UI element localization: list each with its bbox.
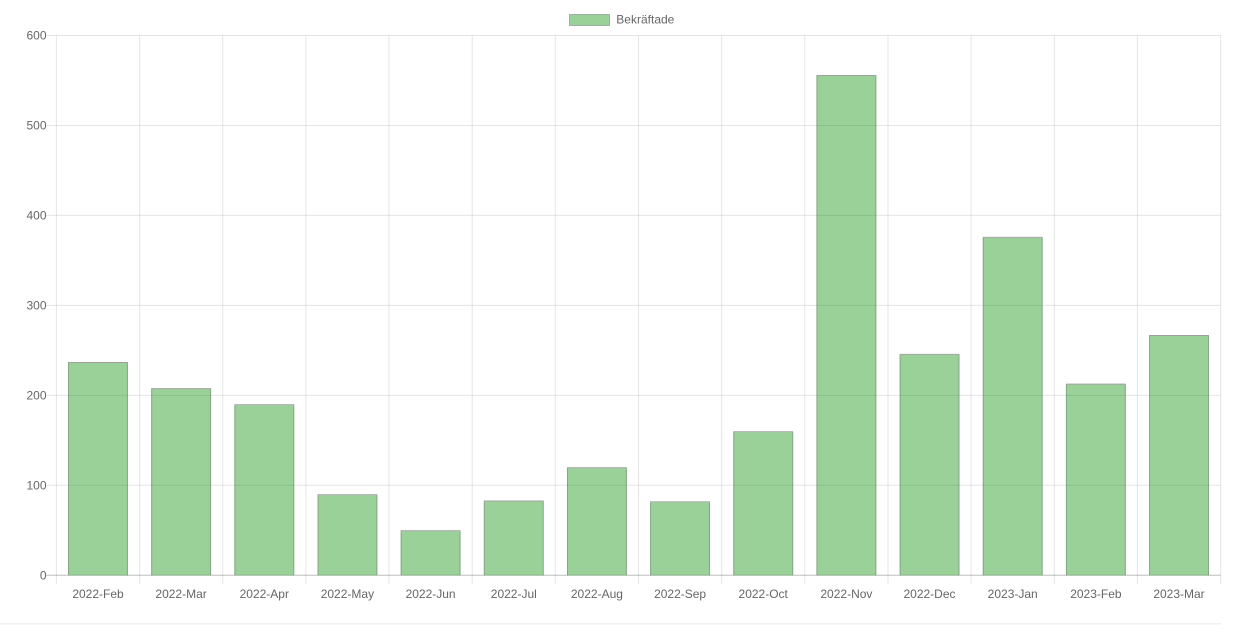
svg-text:2022-Apr: 2022-Apr	[240, 587, 289, 601]
svg-text:2022-Jul: 2022-Jul	[491, 587, 537, 601]
svg-text:2022-Dec: 2022-Dec	[903, 587, 955, 601]
svg-text:2022-Feb: 2022-Feb	[72, 587, 124, 601]
svg-text:2023-Mar: 2023-Mar	[1153, 587, 1204, 601]
svg-text:Bekräftade: Bekräftade	[616, 13, 674, 27]
svg-text:2022-Jun: 2022-Jun	[406, 587, 456, 601]
svg-text:400: 400	[26, 209, 46, 223]
svg-text:2023-Jan: 2023-Jan	[988, 587, 1038, 601]
svg-text:2022-Nov: 2022-Nov	[820, 587, 872, 601]
svg-text:2022-May: 2022-May	[321, 587, 374, 601]
svg-text:300: 300	[26, 299, 46, 313]
svg-text:2022-Aug: 2022-Aug	[571, 587, 623, 601]
svg-text:2023-Feb: 2023-Feb	[1070, 587, 1122, 601]
svg-text:200: 200	[26, 389, 46, 403]
svg-text:100: 100	[26, 479, 46, 493]
svg-text:500: 500	[26, 119, 46, 133]
svg-text:600: 600	[26, 29, 46, 43]
svg-text:2022-Sep: 2022-Sep	[654, 587, 706, 601]
svg-text:0: 0	[40, 569, 47, 583]
svg-text:2022-Oct: 2022-Oct	[739, 587, 789, 601]
svg-text:2022-Mar: 2022-Mar	[155, 587, 206, 601]
